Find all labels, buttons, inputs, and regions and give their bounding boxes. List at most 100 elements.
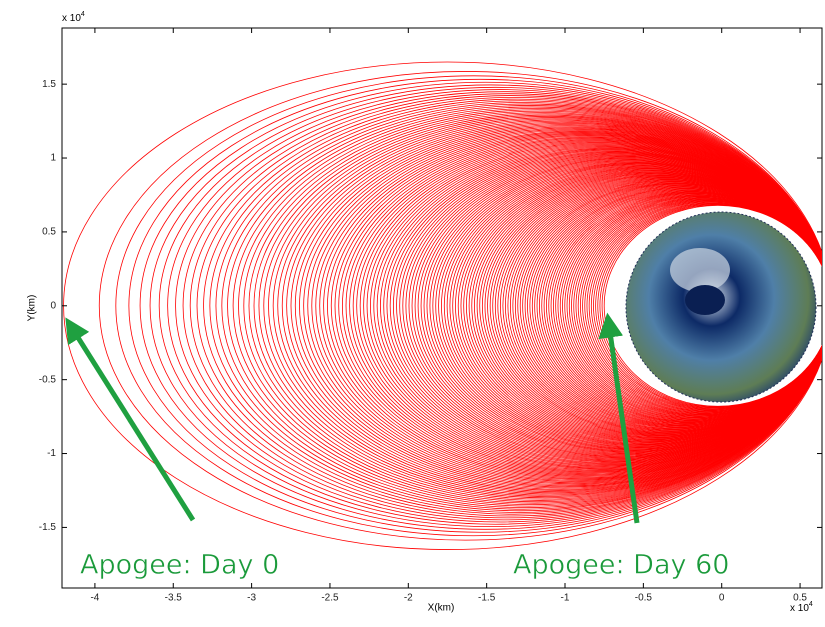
orbit xyxy=(566,195,822,417)
orbit xyxy=(559,193,822,419)
orbit xyxy=(408,153,822,459)
orbit xyxy=(527,184,822,427)
orbit xyxy=(446,163,822,449)
y-tick-label: 1.5 xyxy=(42,79,56,90)
orbit xyxy=(299,124,822,488)
orbit xyxy=(366,142,822,470)
orbit xyxy=(590,201,822,411)
orbit xyxy=(376,144,822,467)
orbit xyxy=(553,191,822,421)
orbit xyxy=(393,149,822,463)
orbit xyxy=(158,86,822,525)
orbit xyxy=(500,177,822,435)
orbit xyxy=(115,75,822,537)
orbit xyxy=(601,204,822,408)
orbit xyxy=(243,109,822,503)
orbit xyxy=(359,140,822,472)
orbit xyxy=(281,119,822,492)
orbit xyxy=(315,128,822,484)
orbit xyxy=(484,173,822,439)
orbit xyxy=(512,180,822,431)
x-tick-label: -1.5 xyxy=(478,593,496,604)
x-tick-label: -2.5 xyxy=(321,593,339,604)
orbit xyxy=(479,171,822,440)
orbit xyxy=(203,98,822,513)
earth-pole xyxy=(685,285,725,315)
orbit xyxy=(323,130,822,481)
orbit xyxy=(380,145,822,466)
orbit xyxy=(139,81,822,530)
orbit xyxy=(460,166,822,445)
orbit xyxy=(429,158,822,453)
orbit xyxy=(468,169,822,443)
orbit xyxy=(294,123,822,489)
orbit xyxy=(286,120,822,491)
y-tick-label: 0 xyxy=(50,300,56,311)
orbit xyxy=(432,159,822,453)
orbit xyxy=(481,172,822,439)
orbit xyxy=(349,137,822,475)
orbit xyxy=(546,189,822,422)
orbit xyxy=(476,171,822,441)
annotation: Apogee: Day 0 xyxy=(80,550,279,581)
orbit xyxy=(370,142,822,469)
orbit xyxy=(175,91,822,521)
orbit xyxy=(98,71,822,541)
orbit xyxy=(492,175,822,437)
orbit xyxy=(555,192,822,420)
orbit xyxy=(494,176,822,436)
orbit xyxy=(452,164,822,447)
orbit xyxy=(232,106,822,505)
orbit xyxy=(311,127,822,485)
orbit xyxy=(507,179,822,433)
orbit xyxy=(196,97,822,515)
orbit xyxy=(327,131,822,480)
orbit xyxy=(568,195,822,416)
orbit xyxy=(128,78,822,533)
orbit xyxy=(487,174,822,438)
orbit xyxy=(505,178,822,433)
orbit xyxy=(564,194,822,418)
orbit xyxy=(597,203,822,409)
x-tick-label: -4 xyxy=(90,593,99,604)
y-label: Y(km) xyxy=(27,295,38,322)
orbit xyxy=(548,190,822,422)
orbit xyxy=(471,169,822,442)
orbit xyxy=(342,135,822,477)
orbit xyxy=(441,161,822,450)
orbit xyxy=(263,114,822,497)
y-tick-label: 0.5 xyxy=(42,227,56,238)
orbit xyxy=(417,155,822,456)
orbit xyxy=(577,198,822,414)
orbit xyxy=(396,149,822,462)
orbit xyxy=(502,178,822,434)
y-scale: x 104 xyxy=(62,11,85,24)
orbit xyxy=(571,196,822,416)
orbit xyxy=(599,203,822,408)
orbit xyxy=(557,192,822,419)
orbit xyxy=(238,108,822,504)
orbit xyxy=(466,168,822,444)
orbit xyxy=(227,105,822,507)
orbit xyxy=(373,143,822,468)
arrow xyxy=(65,317,196,522)
x-tick-label: -1 xyxy=(561,593,570,604)
orbit xyxy=(562,193,822,418)
orbit xyxy=(389,148,822,464)
x-tick-label: -3 xyxy=(247,593,256,604)
orbit xyxy=(356,139,822,473)
orbit xyxy=(182,93,822,519)
orbit xyxy=(303,125,822,487)
orbit xyxy=(534,186,822,426)
orbit xyxy=(411,154,822,458)
orbit xyxy=(438,161,822,451)
arrow xyxy=(598,312,640,524)
orbit xyxy=(522,183,822,429)
orbit xyxy=(514,181,822,431)
orbit xyxy=(319,129,822,483)
orbit xyxy=(517,182,822,430)
orbit xyxy=(414,154,822,457)
orbit xyxy=(474,170,822,442)
orbit xyxy=(258,113,822,499)
orbit xyxy=(550,190,822,421)
